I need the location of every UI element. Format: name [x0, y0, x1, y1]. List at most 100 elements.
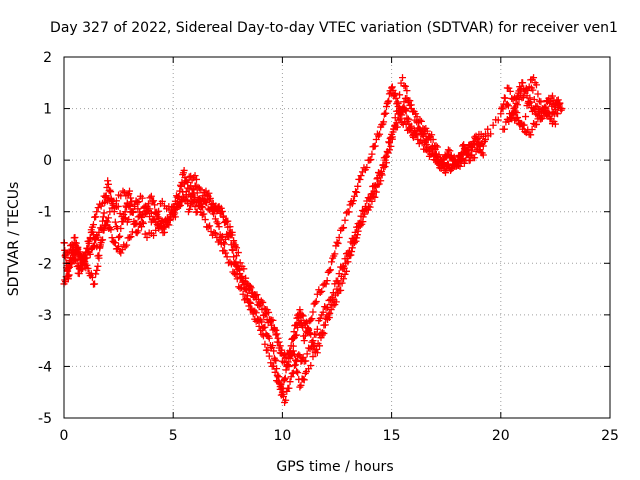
data-point	[545, 94, 553, 102]
data-point	[146, 213, 154, 221]
data-point	[265, 352, 273, 360]
data-point	[261, 323, 269, 331]
data-point	[217, 204, 225, 212]
data-point	[299, 312, 307, 320]
data-point	[446, 147, 454, 155]
data-point	[183, 196, 191, 204]
data-point	[204, 223, 212, 231]
data-point	[61, 278, 69, 286]
data-point	[84, 245, 92, 253]
data-point	[534, 90, 542, 98]
data-point	[530, 95, 538, 103]
data-point	[323, 277, 331, 285]
data-point	[367, 156, 375, 164]
data-point	[149, 215, 157, 223]
data-point	[180, 166, 188, 174]
data-point	[94, 262, 102, 270]
data-point	[476, 142, 484, 150]
data-point	[126, 201, 134, 209]
data-point	[532, 120, 540, 128]
data-point	[511, 107, 519, 115]
data-point	[527, 131, 535, 139]
data-point	[377, 170, 385, 178]
y-tick-label: -2	[38, 256, 52, 272]
data-point	[393, 98, 401, 106]
data-point	[155, 207, 163, 215]
data-point	[509, 111, 517, 119]
data-point	[549, 100, 557, 108]
data-point	[366, 193, 374, 201]
data-point	[211, 229, 219, 237]
data-point	[312, 298, 320, 306]
data-point	[342, 259, 350, 267]
data-point	[391, 114, 399, 122]
data-point	[388, 83, 396, 91]
data-point	[384, 98, 392, 106]
data-point	[455, 161, 463, 169]
data-point	[207, 203, 215, 211]
data-point	[127, 194, 135, 202]
data-point	[302, 357, 310, 365]
data-point	[264, 346, 272, 354]
data-point	[524, 97, 532, 105]
data-point	[371, 142, 379, 150]
x-axis-title: GPS time / hours	[276, 459, 393, 475]
data-point	[237, 275, 245, 283]
data-point	[121, 243, 129, 251]
data-point	[529, 86, 537, 94]
data-point	[103, 221, 111, 229]
data-point	[287, 373, 295, 381]
data-point	[499, 105, 507, 113]
data-point	[316, 289, 324, 297]
data-point	[332, 291, 340, 299]
series-2	[60, 109, 559, 407]
data-point	[425, 132, 433, 140]
data-point	[375, 180, 383, 188]
data-point	[111, 239, 119, 247]
data-point	[359, 213, 367, 221]
data-point	[494, 116, 502, 124]
data-point	[334, 239, 342, 247]
data-point	[107, 226, 115, 234]
data-point	[218, 207, 226, 215]
data-point	[548, 92, 556, 100]
data-point	[365, 202, 373, 210]
y-axis-title: SDTVAR / TECUs	[6, 182, 22, 297]
data-point	[303, 350, 311, 358]
data-point	[373, 175, 381, 183]
data-point	[388, 133, 396, 141]
data-point	[234, 262, 242, 270]
data-point	[503, 100, 511, 108]
data-point	[384, 148, 392, 156]
data-point	[248, 306, 256, 314]
data-point	[116, 232, 124, 240]
data-point	[309, 308, 317, 316]
data-point	[296, 383, 304, 391]
data-point	[226, 223, 234, 231]
data-point	[108, 234, 116, 242]
data-point	[296, 352, 304, 360]
data-point	[139, 219, 147, 227]
data-point	[257, 297, 265, 305]
x-tick-label: 0	[60, 428, 69, 444]
data-point	[96, 243, 104, 251]
data-point	[91, 241, 99, 249]
data-point	[363, 163, 371, 171]
data-point	[210, 228, 218, 236]
data-point	[258, 330, 266, 338]
data-point	[230, 270, 238, 278]
data-point	[150, 197, 158, 205]
data-point	[372, 183, 380, 191]
data-point	[556, 99, 564, 107]
data-point	[292, 361, 300, 369]
data-point	[465, 150, 473, 158]
data-point	[501, 94, 509, 102]
data-point	[273, 330, 281, 338]
data-point	[76, 248, 84, 256]
data-point	[537, 98, 545, 106]
data-point	[358, 220, 366, 228]
data-point	[381, 156, 389, 164]
data-point	[127, 233, 135, 241]
data-point	[285, 384, 293, 392]
